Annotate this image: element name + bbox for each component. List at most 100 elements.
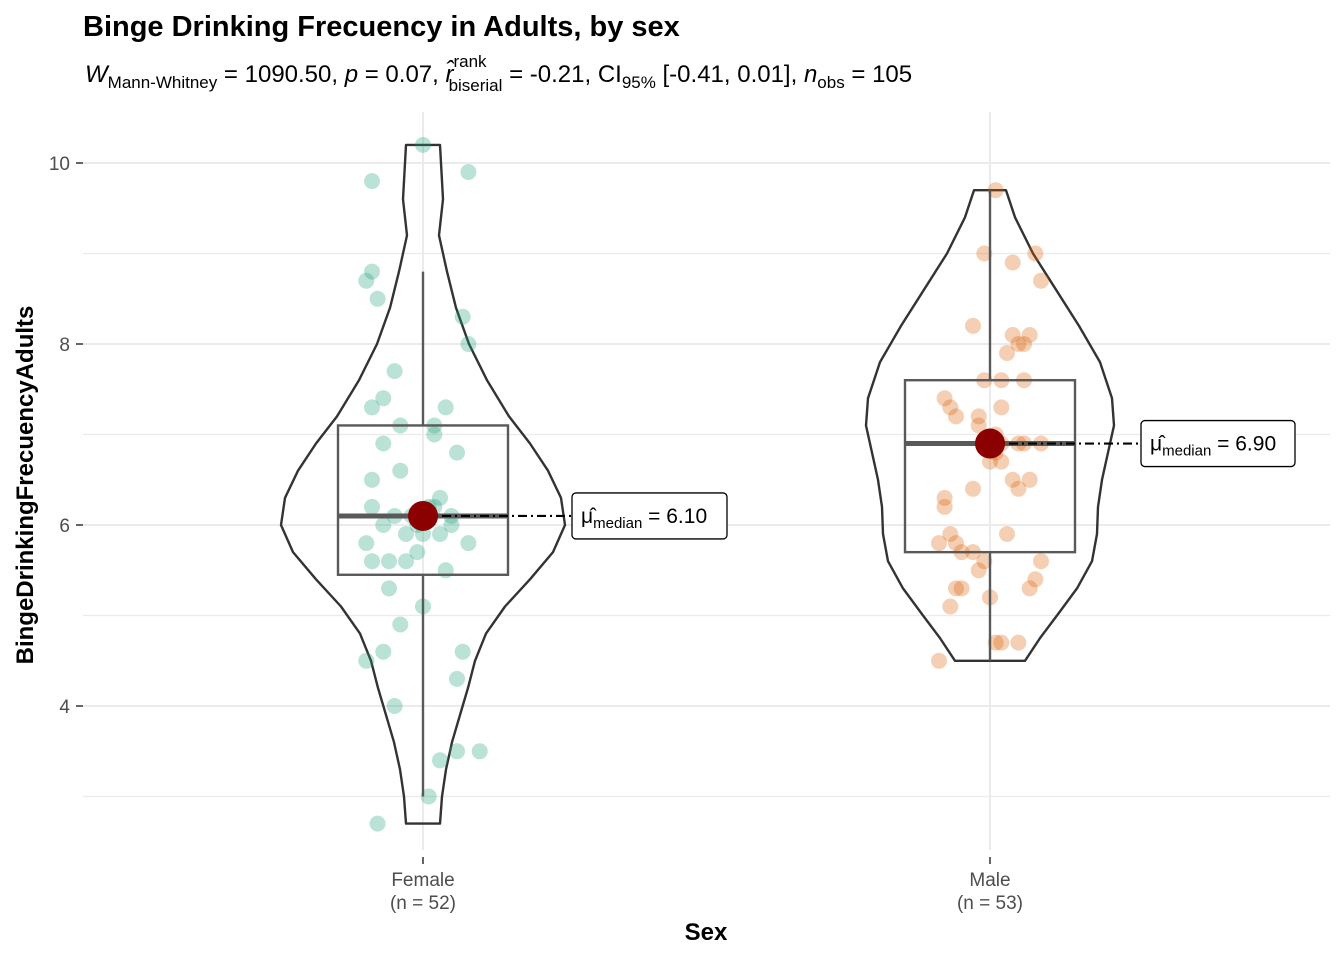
point-male [970, 408, 987, 425]
point-female [460, 164, 477, 180]
subtitle-stat-symbol: W [85, 61, 110, 88]
x-tick-count: (n = 53) [957, 893, 1023, 914]
point-male [1027, 571, 1044, 588]
median-label-text: μ̂median = 6.90 [1150, 433, 1276, 460]
point-male [993, 634, 1010, 651]
point-male [1010, 336, 1027, 352]
point-male [942, 598, 959, 615]
point-female [369, 815, 386, 832]
x-axis-title: Sex [685, 919, 728, 946]
point-female [364, 498, 380, 515]
point-female [471, 743, 488, 760]
subtitle-ci-value: [-0.41, 0.01], [656, 61, 804, 88]
point-female [375, 390, 392, 407]
point-male [1021, 327, 1038, 343]
y-axis-title: BingeDrinkingFrecuencyAdults [12, 306, 39, 665]
y-tick-label: 6 [59, 516, 70, 537]
grid-lines [83, 112, 1330, 850]
point-female [420, 788, 437, 805]
point-male [987, 634, 1004, 651]
point-male [965, 480, 981, 497]
point-female [381, 580, 397, 597]
point-male [987, 182, 1004, 199]
chart-title: Binge Drinking Frecuency in Adults, by s… [83, 11, 680, 43]
y-axis: 4 6 8 10 [49, 154, 83, 718]
point-female [460, 336, 477, 352]
point-female [386, 363, 403, 380]
point-male [976, 245, 993, 262]
point-female [426, 426, 443, 443]
point-female [375, 517, 392, 533]
y-tick-label: 10 [49, 154, 70, 175]
point-female [364, 173, 380, 190]
median-point [975, 428, 1005, 459]
median-label-box [1140, 419, 1296, 468]
point-male [936, 390, 953, 407]
point-male [1010, 480, 1027, 497]
point-male [1004, 327, 1021, 343]
point-female [364, 471, 380, 488]
point-female [449, 670, 465, 687]
point-female [398, 553, 414, 570]
point-female [432, 752, 448, 769]
median-label-value: = 6.90 [1211, 433, 1276, 456]
point-female [386, 698, 403, 714]
point-female [454, 643, 471, 660]
subtitle-ci-symbol: CI [598, 61, 622, 88]
subtitle-r-sub: biserial [449, 76, 503, 95]
point-male [1016, 336, 1032, 352]
subtitle-ci-sub: 95% [622, 73, 656, 92]
point-female [409, 544, 426, 561]
point-female [432, 489, 448, 506]
point-female [358, 535, 375, 552]
median-label-box [571, 492, 728, 540]
point-male [1010, 634, 1027, 651]
point-female [364, 399, 380, 416]
point-female [454, 308, 471, 325]
subtitle-stat-value: = 1090.50, [217, 61, 344, 88]
point-female [398, 526, 414, 542]
point-male [993, 453, 1010, 470]
point-female [449, 444, 465, 461]
data-points [358, 136, 1049, 832]
y-tick-label: 4 [59, 697, 70, 718]
point-male [948, 535, 964, 552]
box-male [903, 379, 1077, 554]
point-female [415, 136, 431, 153]
point-female [432, 526, 448, 542]
median-label-sub: median [593, 515, 642, 532]
point-male [948, 408, 964, 425]
point-male [965, 317, 981, 334]
point-male [976, 553, 993, 570]
subtitle-r-value: = -0.21, [502, 61, 597, 88]
median-markers: μ̂median = 6.10μ̂median = 6.90 [408, 419, 1296, 540]
subtitle-stat-sub: Mann-Whitney [108, 73, 218, 92]
x-tick-count: (n = 52) [390, 893, 456, 914]
point-female [375, 643, 392, 660]
point-female [375, 435, 392, 452]
x-tick-label: Male [969, 870, 1010, 891]
point-male [1004, 471, 1021, 488]
violin-female [279, 143, 567, 825]
median-label-sub: median [1162, 443, 1211, 460]
point-female [443, 517, 460, 533]
point-male [936, 489, 953, 506]
chart-subtitle: WMann-Whitney = 1090.50, p = 0.07, r̂ran… [85, 52, 912, 95]
x-tick-label: Female [391, 870, 454, 891]
point-female [381, 553, 397, 570]
box-female [336, 424, 510, 576]
point-female [364, 263, 380, 280]
median-label-symbol: μ̂ [1150, 433, 1166, 456]
point-male [1004, 254, 1021, 271]
point-female [437, 399, 454, 416]
point-male [931, 535, 947, 552]
violin-male [864, 189, 1116, 662]
point-male [970, 417, 987, 434]
point-male [936, 498, 953, 515]
subtitle-p-symbol: p [344, 61, 358, 88]
median-label-value: = 6.10 [642, 505, 707, 528]
point-male [1021, 471, 1038, 488]
point-female [358, 272, 375, 289]
median-label-text: μ̂median = 6.10 [581, 505, 707, 532]
